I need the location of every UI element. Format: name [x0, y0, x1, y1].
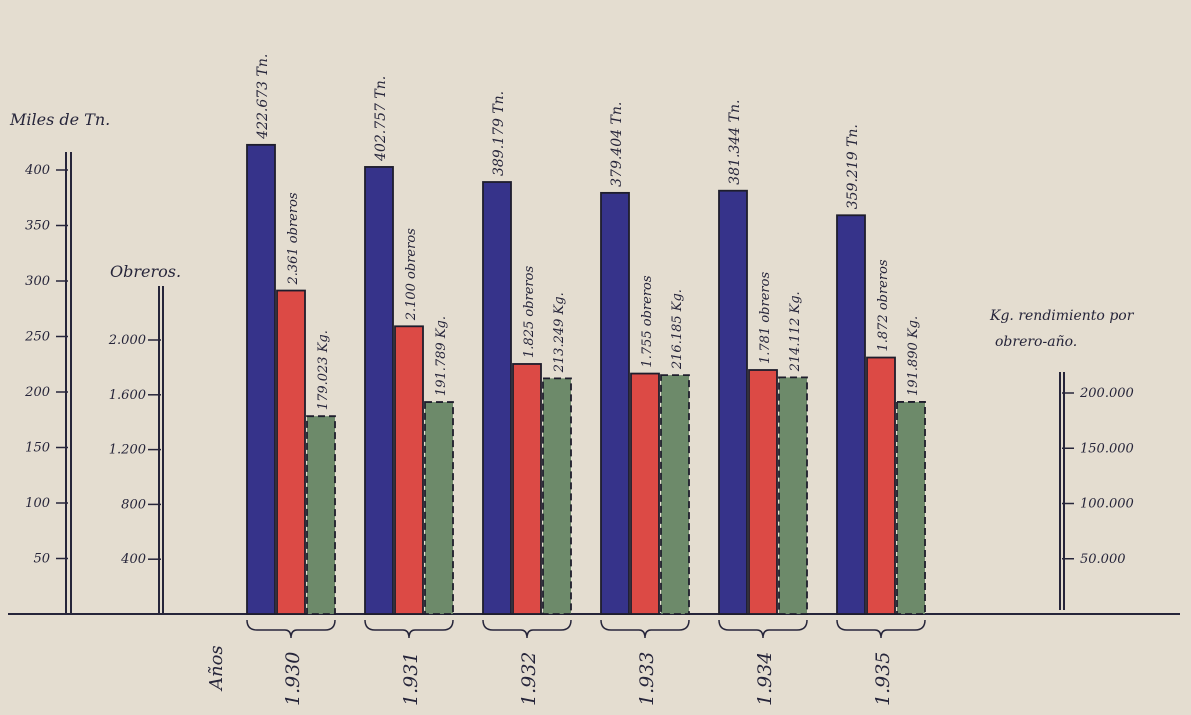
x-axis-title: Años — [206, 645, 227, 692]
kg-tick-label: 200.000 — [1079, 386, 1134, 401]
value-label-tonnes: 359.219 Tn. — [845, 124, 861, 209]
bar-workers — [512, 363, 542, 615]
year-label: 1.934 — [754, 652, 776, 706]
group-brace — [246, 619, 336, 639]
workers-tick-label: 1.600 — [109, 388, 146, 403]
value-label-tonnes: 402.757 Tn. — [373, 76, 389, 162]
bars-layer — [246, 143, 926, 615]
bar-tonnes — [836, 214, 866, 615]
value-label-workers: 1.872 obreros — [876, 259, 891, 351]
year-label: 1.935 — [872, 652, 894, 706]
workers-axis-title: Obreros. — [110, 262, 181, 281]
tonnes-tick-label: 100 — [25, 496, 50, 511]
year-label: 1.933 — [636, 652, 658, 706]
bar-kg — [306, 415, 336, 615]
group-brace — [482, 619, 572, 639]
tonnes-tick-label: 400 — [24, 163, 50, 178]
bar-tonnes — [600, 191, 630, 615]
year-label: 1.932 — [518, 652, 540, 706]
bar-workers — [276, 289, 306, 615]
kg-tick-label: 150.000 — [1080, 441, 1134, 456]
bar-kg — [896, 401, 926, 615]
workers-tick-label: 1.200 — [109, 443, 146, 458]
bar-tonnes — [718, 189, 748, 615]
kg-tick-label: 50.000 — [1080, 552, 1126, 567]
year-label: 1.930 — [282, 652, 304, 706]
value-label-tonnes: 422.673 Tn. — [255, 54, 271, 140]
bar-kg — [778, 376, 808, 615]
value-label-workers: 1.755 obreros — [640, 275, 655, 367]
kg-axis-title-line2: obrero-año. — [995, 334, 1077, 350]
value-label-tonnes: 389.179 Tn. — [491, 91, 507, 176]
value-label-kg: 213.249 Kg. — [552, 292, 567, 373]
value-label-kg: 216.185 Kg. — [670, 289, 685, 370]
bar-kg — [424, 401, 454, 615]
group-brace — [364, 619, 454, 639]
workers-tick-label: 2.000 — [108, 333, 146, 348]
tonnes-tick-label: 150 — [25, 441, 50, 456]
value-label-kg: 179.023 Kg. — [316, 330, 331, 410]
workers-tick-label: 400 — [120, 552, 146, 567]
kg-tick-label: 100.000 — [1080, 497, 1134, 512]
tonnes-tick-label: 250 — [24, 330, 50, 345]
bar-workers — [748, 369, 778, 615]
tonnes-tick-label: 350 — [25, 219, 50, 234]
bar-tonnes — [364, 166, 394, 615]
value-label-kg: 191.789 Kg. — [434, 316, 449, 396]
bar-tonnes — [246, 143, 276, 615]
bar-kg — [660, 374, 690, 615]
labels-layer: 422.673 Tn. 2.361 obreros 179.023 Kg. 1.930… — [255, 54, 921, 706]
value-label-tonnes: 379.404 Tn. — [609, 102, 625, 187]
tonnes-tick-label: 50 — [33, 552, 50, 567]
tonnes-tick-label: 200 — [24, 385, 50, 400]
workers-tick-label: 800 — [121, 497, 146, 512]
bar-kg — [542, 377, 572, 615]
kg-axis-title-line1: Kg. rendimiento por — [989, 308, 1135, 324]
group-brace — [600, 619, 690, 639]
value-label-workers: 2.100 obreros — [404, 228, 419, 321]
value-label-tonnes: 381.344 Tn. — [727, 100, 743, 185]
value-label-workers: 1.781 obreros — [758, 272, 773, 364]
bar-tonnes — [482, 181, 512, 615]
value-label-workers: 1.825 obreros — [522, 266, 537, 358]
bar-workers — [394, 325, 424, 615]
value-label-workers: 2.361 obreros — [286, 192, 301, 285]
bar-workers — [630, 372, 660, 615]
value-label-kg: 214.112 Kg. — [788, 291, 803, 372]
group-brace — [718, 619, 808, 639]
value-label-kg: 191.890 Kg. — [906, 316, 921, 396]
tonnes-axis-title: Miles de Tn. — [9, 110, 110, 129]
group-brace — [836, 619, 926, 639]
axes-layer: 50 100 150 200 250 300 350 400 400 800 1.200 1.600 2… — [8, 152, 1180, 639]
bar-workers — [866, 356, 896, 615]
tonnes-tick-label: 300 — [25, 274, 50, 289]
year-label: 1.931 — [400, 652, 422, 706]
